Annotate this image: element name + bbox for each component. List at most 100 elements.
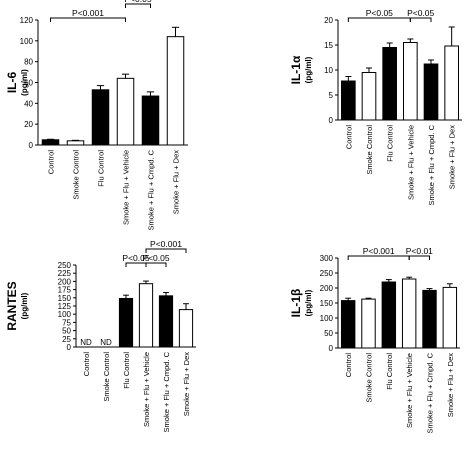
- x-tick-label: Control: [47, 150, 56, 175]
- y-tick-label: 150: [320, 299, 334, 308]
- x-tick-label: Flu Control: [97, 150, 106, 187]
- bar: [138, 283, 154, 348]
- nd-label: ND: [100, 338, 112, 347]
- chart-panel-4: 0 50 100 150 200 250 300 IL-1β (pg/ml) Control Smo…: [289, 246, 460, 433]
- y-tick-label: 150: [58, 294, 72, 303]
- chart-panel-2: 0 5 10 15 20 IL-1α (pg/ml) Control Smoke Control…: [289, 8, 462, 205]
- significance-label: P<0.001: [72, 8, 104, 18]
- significance-bracket: [125, 262, 147, 267]
- bar: [422, 289, 437, 349]
- y-tick-label: 250: [58, 261, 72, 270]
- y-tick-label: 50: [324, 329, 333, 338]
- significance-bracket: [408, 255, 430, 260]
- bar: [442, 286, 458, 349]
- bar: [141, 95, 160, 146]
- y-tick-label: 0: [29, 141, 34, 150]
- bar: [116, 77, 135, 146]
- bar: [340, 300, 356, 349]
- x-tick-label: Smoke Control: [72, 150, 81, 200]
- y-tick-label: 75: [62, 318, 71, 327]
- significance-label: P<0.05: [407, 8, 434, 18]
- bar: [166, 36, 185, 146]
- x-tick-label: Smoke + Flu + Cmpd. C: [426, 352, 435, 433]
- y-tick-label: 200: [58, 277, 72, 286]
- y-axis-unit: (pg/ml): [304, 289, 313, 316]
- x-tick-label: Smoke + Flu + Vehicle: [122, 150, 131, 225]
- significance-bracket: [145, 262, 167, 267]
- y-axis-unit: (pg/ml): [20, 69, 29, 96]
- bar: [66, 140, 85, 146]
- x-tick-label: Smoke Control: [365, 353, 374, 403]
- y-tick-label: 100: [20, 37, 34, 46]
- chart-panel-1: 0 20 40 60 80 100 120 IL-6 (pg/ml) Control Smoke C…: [5, 0, 188, 230]
- y-tick-label: 100: [320, 314, 334, 323]
- bar: [341, 80, 356, 121]
- y-tick-label: 0: [67, 343, 72, 352]
- x-tick-label: Smoke + Flu + Dex: [448, 125, 457, 189]
- y-tick-label: 25: [62, 335, 71, 344]
- significance-bracket: [125, 3, 151, 8]
- x-tick-label: Smoke + Flu + Vehicle: [406, 125, 415, 200]
- significance-bracket: [409, 17, 432, 22]
- x-tick-label: Flu Control: [385, 353, 394, 390]
- x-tick-label: Smoke + Flu + Cmpd. C: [427, 124, 436, 205]
- nd-label: ND: [80, 338, 92, 347]
- y-axis-unit: (pg/ml): [304, 56, 313, 83]
- y-tick-label: 300: [320, 254, 334, 263]
- x-tick-label: Smoke Control: [365, 125, 374, 175]
- x-tick-label: Smoke + Flu + Dex: [446, 353, 455, 417]
- y-tick-label: 175: [58, 286, 72, 295]
- significance-bracket: [347, 17, 411, 22]
- bar: [381, 281, 397, 349]
- y-tick-label: 60: [24, 79, 33, 88]
- y-axis-title: RANTES: [5, 281, 19, 330]
- y-tick-label: 10: [324, 66, 333, 75]
- y-tick-label: 225: [58, 269, 72, 278]
- x-tick-label: Smoke + Flu + Cmpd. C: [147, 149, 156, 230]
- y-tick-label: 15: [324, 41, 333, 50]
- y-tick-label: 80: [24, 58, 33, 67]
- x-tick-label: Smoke + Flu + Dex: [172, 150, 181, 214]
- bar: [41, 139, 60, 146]
- y-tick-label: 20: [24, 120, 33, 129]
- y-tick-label: 0: [329, 344, 334, 353]
- significance-label: P<0.05: [142, 253, 169, 263]
- y-axis-unit: (pg/ml): [20, 292, 29, 319]
- y-tick-label: 20: [324, 16, 333, 25]
- y-tick-label: 40: [24, 99, 33, 108]
- x-tick-label: Control: [82, 352, 91, 377]
- significance-bracket: [145, 248, 187, 253]
- x-tick-label: Smoke + Flu + Vehicle: [405, 353, 414, 428]
- y-tick-label: 5: [329, 91, 334, 100]
- significance-label: P<0.001: [363, 246, 395, 256]
- bar: [178, 309, 194, 348]
- bar: [91, 89, 110, 146]
- bar: [118, 297, 134, 348]
- bar: [423, 63, 439, 121]
- y-tick-label: 50: [62, 327, 71, 336]
- y-tick-label: 250: [320, 269, 334, 278]
- y-axis-title: IL-6: [5, 72, 19, 94]
- bar: [444, 45, 459, 121]
- x-tick-label: Smoke + Flu + Vehicle: [142, 352, 151, 427]
- y-tick-label: 0: [329, 116, 334, 125]
- x-tick-label: Flu Control: [122, 352, 131, 389]
- bar: [382, 47, 397, 121]
- significance-label: P<0.01: [406, 246, 433, 256]
- y-tick-label: 200: [320, 284, 334, 293]
- bar: [361, 72, 377, 121]
- significance-bracket: [50, 17, 126, 22]
- x-tick-label: Flu Control: [386, 125, 395, 162]
- y-tick-label: 125: [58, 302, 72, 311]
- significance-label: P<0.05: [124, 0, 151, 4]
- x-tick-label: Smoke + Flu + Dex: [182, 352, 191, 416]
- bar: [401, 278, 417, 349]
- x-tick-label: Smoke + Flu + Cmpd. C: [162, 351, 171, 432]
- y-axis-title: IL-1α: [289, 55, 303, 84]
- y-tick-label: 120: [20, 16, 34, 25]
- bar: [403, 42, 418, 121]
- bar: [361, 298, 376, 349]
- significance-bracket: [347, 255, 410, 260]
